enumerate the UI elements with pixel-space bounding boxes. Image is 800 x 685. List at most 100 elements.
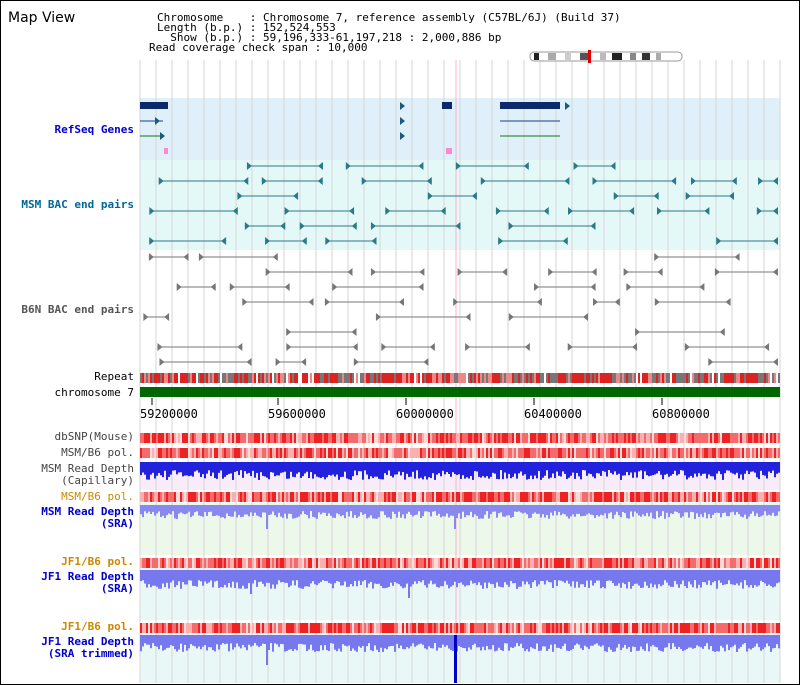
repeat-mark: [286, 373, 288, 383]
repeat-mark: [754, 373, 756, 383]
msm-sra-depth-bar: [646, 505, 648, 513]
coverage-span-info: Read coverage check span : 10,000: [149, 41, 368, 54]
msm-b6-pol-heat: [268, 448, 270, 458]
jf1-b6-pol-trimmed-heat: [152, 623, 154, 633]
jf1-sra-depth-bar: [300, 570, 302, 589]
msm-b6-pol-sra-heat: [652, 492, 654, 502]
msm-capillary-depth-bar: [536, 462, 538, 479]
msm-capillary-depth-bar: [150, 462, 152, 475]
jf1-b6-pol-trimmed-heat: [174, 623, 176, 633]
jf1-b6-pol-trimmed-heat: [428, 623, 430, 633]
msm-b6-pol-heat: [366, 448, 368, 458]
msm-b6-pol-heat: [550, 448, 552, 458]
b6n-bac-pair: [536, 298, 542, 306]
jf1-sra-depth-bar: [412, 570, 414, 585]
jf1-sra-depth-bar: [604, 570, 606, 589]
msm-b6-pol-sra-heat: [298, 492, 300, 502]
msm-b6-pol-sra-heat: [522, 492, 524, 502]
repeat-mark: [254, 373, 256, 383]
msm-sra-depth-bar: [536, 505, 538, 514]
repeat-mark: [378, 373, 380, 383]
jf1-sra-depth-bar: [550, 570, 552, 583]
repeat-mark: [420, 373, 422, 383]
msm-b6-pol-sra-heat: [266, 492, 268, 502]
jf1-trimmed-depth-bar: [712, 635, 714, 652]
jf1-trimmed-depth-bar: [482, 635, 484, 647]
jf1-trimmed-depth-bar: [352, 635, 354, 649]
jf1-sra-depth-bar: [636, 570, 638, 584]
dbsnp-heat: [504, 433, 506, 443]
jf1-b6-pol-trimmed-heat: [570, 623, 572, 633]
dbsnp-heat: [328, 433, 330, 443]
msm-b6-pol-heat: [708, 448, 710, 458]
jf1-trimmed-depth-bar: [500, 635, 502, 650]
jf1-b6-pol-trimmed-heat: [620, 623, 622, 633]
repeat-mark: [388, 373, 390, 383]
dbsnp-heat: [710, 433, 712, 443]
jf1-sra-depth-bar: [652, 570, 654, 588]
msm-sra-depth-bar: [540, 505, 542, 518]
msm-b6-pol-heat: [220, 448, 222, 458]
dbsnp-heat: [764, 433, 766, 443]
jf1-b6-pol-trimmed-heat: [332, 623, 334, 633]
msm-capillary-depth-bar: [160, 462, 162, 476]
msm-b6-pol-heat: [358, 448, 360, 458]
dbsnp-heat: [642, 433, 644, 443]
jf1-b6-pol-heat: [456, 558, 458, 568]
repeat-mark: [316, 373, 318, 383]
msm-capillary-depth-bar: [420, 462, 422, 478]
dbsnp-heat: [380, 433, 382, 443]
repeat-mark: [232, 373, 234, 383]
jf1-b6-pol-trimmed-heat: [558, 623, 560, 633]
refseq-marker: [164, 148, 168, 154]
dbsnp-heat: [700, 433, 702, 443]
msm-capillary-depth-bar: [742, 462, 744, 480]
jf1-b6-pol-heat: [772, 558, 774, 568]
jf1-b6-pol-heat: [652, 558, 654, 568]
repeat-mark: [444, 373, 446, 383]
msm-b6-pol-heat: [652, 448, 654, 458]
msm-b6-pol-heat: [590, 448, 592, 458]
jf1-sra-depth-bar: [334, 570, 336, 584]
jf1-b6-pol-trimmed-heat: [244, 623, 246, 633]
msm-b6-pol-sra-heat: [356, 492, 358, 502]
jf1-b6-pol-heat: [636, 558, 638, 568]
msm-sra-depth-bar: [302, 505, 304, 512]
dbsnp-heat: [616, 433, 618, 443]
dbsnp-heat: [232, 433, 234, 443]
jf1-trimmed-depth-bar: [506, 635, 508, 644]
jf1-trimmed-depth-bar: [200, 635, 202, 650]
jf1-sra-depth-bar: [348, 570, 350, 587]
jf1-b6-pol-trimmed-heat: [588, 623, 590, 633]
msm-b6-pol-heat: [670, 448, 672, 458]
msm-sra-depth-bar: [464, 505, 466, 518]
msm-capillary-depth-bar: [490, 462, 492, 477]
msm-b6-pol-heat: [702, 448, 704, 458]
msm-capillary-depth-bar: [268, 462, 270, 480]
jf1-b6-pol-trimmed-heat: [150, 623, 152, 633]
jf1-sra-depth-bar: [508, 570, 510, 587]
msm-b6-pol-heat: [570, 448, 572, 458]
jf1-b6-pol-trimmed-heat: [724, 623, 726, 633]
msm-b6-pol-heat: [498, 448, 500, 458]
msm-b6-pol-heat: [168, 448, 170, 458]
jf1-b6-pol-heat: [554, 558, 556, 568]
dbsnp-heat: [530, 433, 532, 443]
jf1-b6-pol-trimmed-heat: [682, 623, 684, 633]
msm-b6-pol-sra-heat: [380, 492, 382, 502]
msm-sra-depth-bar: [504, 505, 506, 517]
jf1-b6-pol-heat: [592, 558, 594, 568]
jf1-sra-depth-bar: [510, 570, 512, 581]
jf1-trimmed-depth-bar: [312, 635, 314, 651]
jf1-b6-pol-trimmed-heat: [668, 623, 670, 633]
jf1-b6-pol-trimmed-heat: [462, 623, 464, 633]
msm-b6-pol-heat: [704, 448, 706, 458]
jf1-b6-pol-trimmed-heat: [442, 623, 444, 633]
jf1-trimmed-depth-bar: [248, 635, 250, 645]
chromosome-ideogram[interactable]: [529, 50, 683, 63]
jf1-b6-pol-heat: [596, 558, 598, 568]
msm-b6-pol-heat: [340, 448, 342, 458]
msm-b6-pol-heat: [510, 448, 512, 458]
label-msm-b6-pol-sra: MSM/B6 pol.: [61, 490, 134, 503]
